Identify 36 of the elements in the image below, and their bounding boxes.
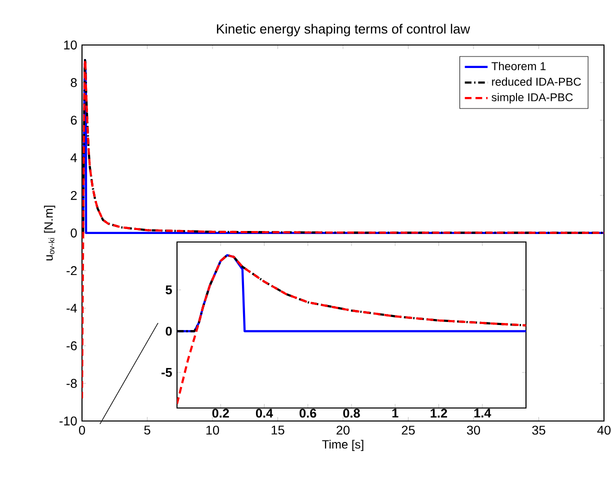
y-tick-label: 0: [166, 326, 172, 336]
chart-title: Kinetic energy shaping terms of control law: [216, 24, 470, 36]
x-tick-label: 30: [466, 426, 480, 435]
y-tick-label: -4: [66, 304, 77, 313]
x-tick-label: 35: [532, 426, 546, 435]
x-tick-label: 0.8: [343, 408, 360, 418]
x-tick-label: 0: [78, 426, 86, 435]
y-tick-label: 8: [70, 78, 77, 88]
y-tick-label: -8: [66, 378, 77, 388]
x-axis-title: Time [s]: [322, 440, 364, 452]
y-axis-title: u$_{ov-ki}$ [N.m]: [44, 206, 56, 260]
x-tick-label: 15: [272, 426, 284, 435]
y-tick-label: 0: [70, 228, 77, 238]
legend-label: reduced IDA-PBC: [492, 77, 581, 86]
y-tick-label: -6: [66, 341, 77, 350]
x-tick-label: 20: [336, 426, 350, 435]
x-tick-label: 1.4: [474, 408, 492, 418]
x-tick-label: 25: [402, 426, 415, 435]
y-tick-label: 10: [64, 40, 77, 50]
x-tick-label: 0.6: [300, 408, 316, 418]
y-tick-label: 4: [70, 153, 77, 162]
x-tick-label: 10: [206, 426, 220, 435]
x-tick-label: 1: [392, 408, 398, 418]
y-tick-label: -5: [162, 368, 172, 377]
y-tick-label: -2: [66, 266, 77, 276]
y-tick-label: 2: [70, 190, 77, 200]
x-tick-label: 5: [144, 426, 150, 435]
x-tick-label: 0.2: [212, 408, 229, 418]
x-tick-label: 40: [597, 426, 611, 435]
x-tick-label: 1.2: [430, 408, 448, 418]
y-tick-label: -10: [60, 416, 77, 426]
legend-label: simple IDA-PBC: [492, 92, 573, 104]
legend-label: Theorem 1: [492, 62, 546, 70]
y-tick-label: 5: [166, 285, 172, 294]
y-tick-label: 6: [70, 116, 77, 125]
x-tick-label: 0.4: [256, 408, 273, 418]
